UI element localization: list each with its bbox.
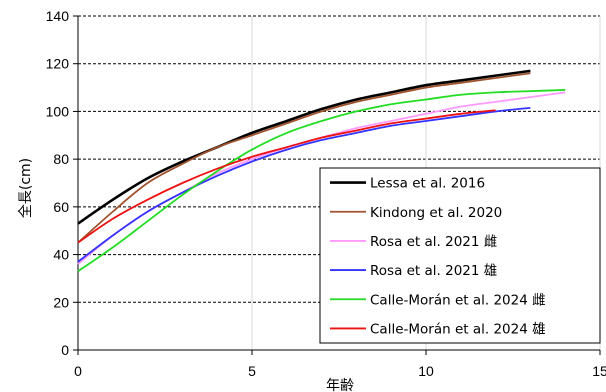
tick-labels: 0 20 40 60 80 100 120 140 0 5 10 15 [46, 8, 606, 379]
legend-label: Kindong et al. 2020 [370, 205, 502, 221]
x-tick-label: 15 [592, 363, 606, 379]
series-line-1 [77, 69, 531, 225]
legend-label: Lessa et al. 2016 [370, 176, 485, 192]
legend: Lessa et al. 2016 Kindong et al. 2020 Rosa… [319, 167, 601, 344]
series-line-2 [77, 72, 531, 244]
y-tick-label: 100 [46, 103, 70, 119]
legend-box [319, 167, 601, 344]
legend-label: Rosa et al. 2021 雌 [370, 234, 497, 250]
series-line-6 [77, 109, 496, 244]
x-tick-label: 0 [74, 363, 82, 379]
legend-label: Calle-Morán et al. 2024 雌 [370, 292, 546, 308]
legend-label: Rosa et al. 2021 雄 [370, 263, 497, 279]
y-tick-label: 140 [46, 8, 70, 24]
legend-label: Calle-Morán et al. 2024 雄 [370, 321, 546, 337]
y-tick-label: 60 [53, 199, 69, 215]
series-line-4 [77, 106, 531, 263]
series-lines [77, 69, 566, 273]
x-tick-label: 10 [418, 363, 434, 379]
y-tick-label: 120 [46, 56, 70, 72]
axes [73, 15, 601, 355]
y-tick-label: 0 [61, 342, 69, 358]
y-tick-label: 20 [53, 294, 69, 310]
series-line-5 [77, 89, 566, 273]
y-axis-title: 全長(cm) [17, 158, 34, 218]
y-tick-label: 40 [53, 247, 69, 263]
y-tick-label: 80 [53, 151, 69, 167]
x-tick-label: 5 [248, 363, 256, 379]
x-axis-title: 年齢 [326, 378, 354, 392]
